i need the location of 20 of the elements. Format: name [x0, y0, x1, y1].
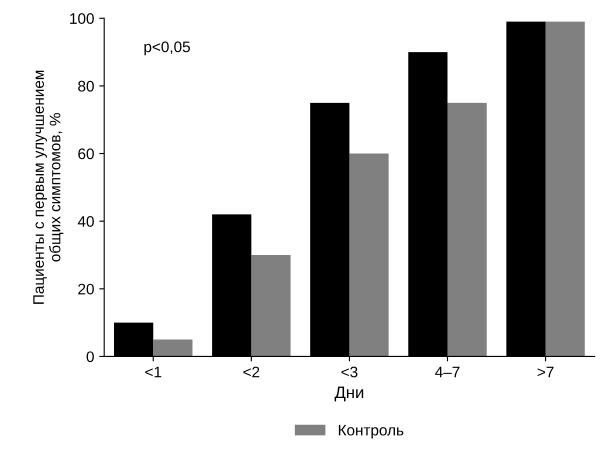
x-tick-label: >7 — [538, 366, 554, 378]
bar — [447, 102, 487, 356]
bar — [153, 340, 192, 356]
x-tick-label: <1 — [145, 366, 162, 378]
legend-label: Контроль — [338, 424, 404, 439]
x-tick-label: <3 — [341, 366, 358, 378]
x-axis-title: Дни — [334, 386, 364, 402]
annotation: p<0,05 — [144, 41, 190, 56]
bar — [349, 154, 389, 356]
y-tick-label: 60 — [78, 148, 94, 160]
y-tick-label: 20 — [78, 284, 94, 295]
y-axis-title: Пациенты с первым улучшением общих симптомов, % — [33, 70, 64, 304]
y-tick-label: 0 — [86, 351, 94, 362]
x-tick-label: 4–7 — [435, 366, 460, 378]
bar — [546, 22, 585, 356]
y-tick-label: 80 — [78, 80, 94, 92]
bar — [251, 255, 291, 356]
x-tick-label: <2 — [243, 366, 260, 378]
y-tick-label: 40 — [78, 216, 94, 227]
y-tick-label: 100 — [70, 13, 94, 24]
